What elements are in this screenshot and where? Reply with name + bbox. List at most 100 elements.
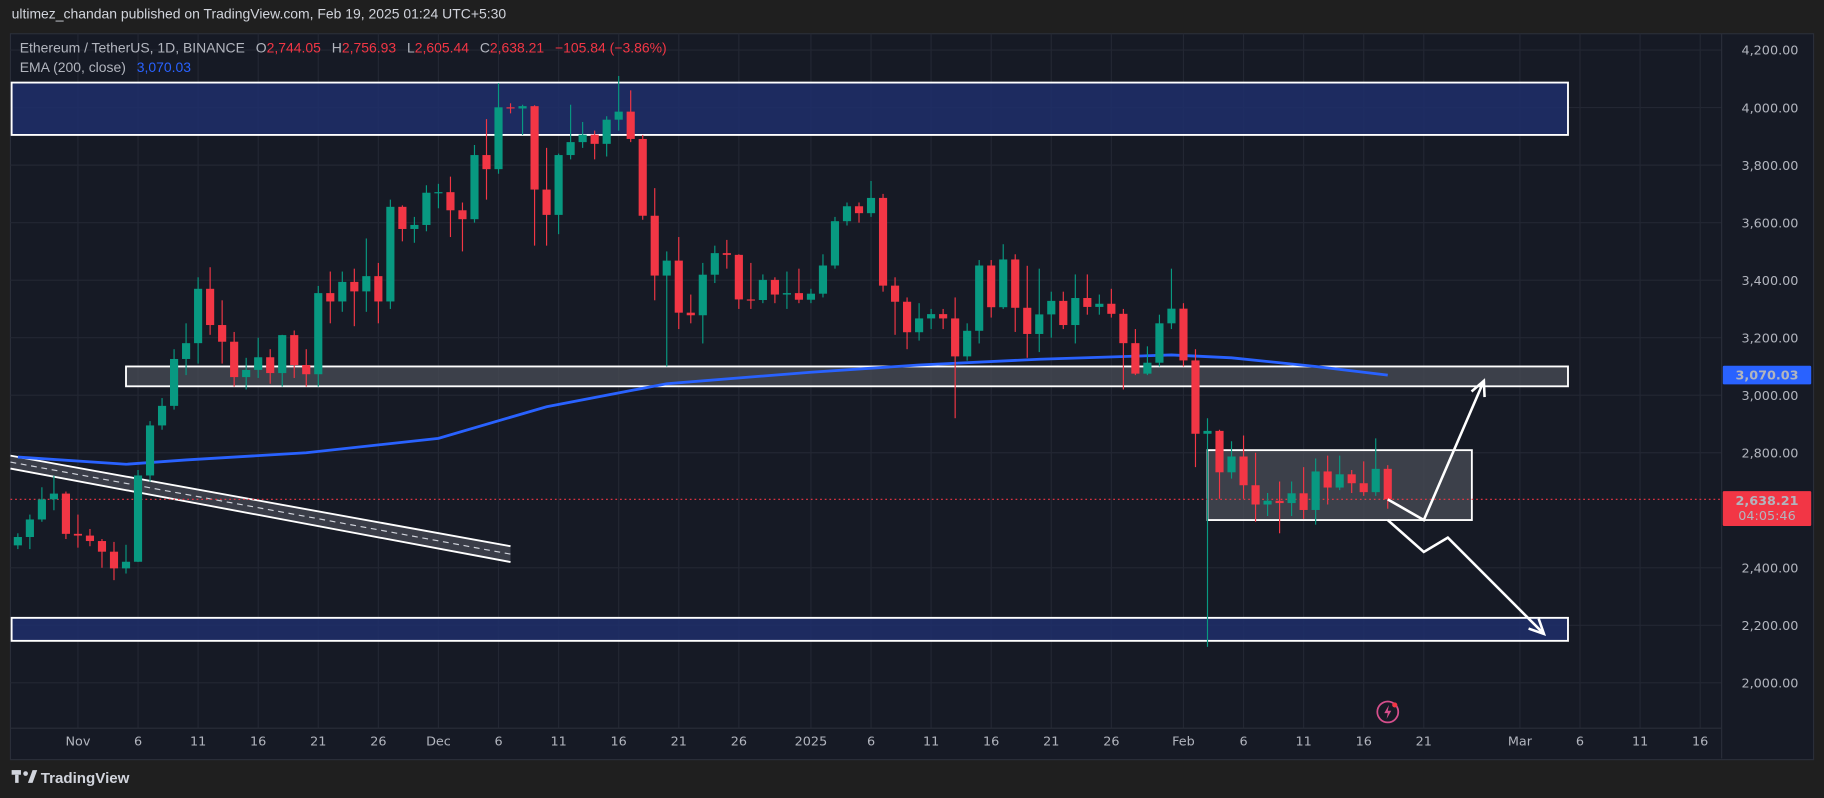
candle-body <box>278 335 287 374</box>
candle-body <box>530 106 539 190</box>
candle-body <box>1059 300 1068 326</box>
candle <box>794 268 804 304</box>
candle <box>590 130 599 160</box>
candle-body <box>1131 343 1140 374</box>
candle <box>1035 268 1044 353</box>
tradingview-logo-icon[interactable] <box>11 770 38 783</box>
candle-body <box>61 493 70 534</box>
price-axis[interactable]: 4,200.00 4,000.00 3,800.00 3,600.00 3,400.00… <box>1741 44 1798 692</box>
candle-body <box>686 312 695 316</box>
candle <box>1203 418 1212 647</box>
candle <box>818 254 828 298</box>
x-tick-label: Nov <box>65 735 90 750</box>
bearish-arrow[interactable] <box>1386 519 1545 635</box>
candle-body <box>230 341 239 378</box>
candle-body <box>794 293 804 300</box>
candle-body <box>218 325 227 342</box>
candle-body <box>1071 298 1080 326</box>
candle-body <box>1227 456 1236 473</box>
candle-body <box>602 119 611 144</box>
candle-body <box>1095 303 1104 307</box>
candle-body <box>698 274 707 316</box>
channel-bottom-line[interactable] <box>10 467 511 563</box>
candle-body <box>1119 313 1128 344</box>
candle-body <box>194 288 203 344</box>
high-value: 2,756.93 <box>342 39 397 55</box>
candle <box>1335 455 1344 491</box>
x-tick-label: Dec <box>426 735 451 750</box>
projection-arrows[interactable] <box>1386 378 1547 637</box>
candle <box>1359 461 1368 496</box>
candle <box>386 199 395 309</box>
last-price-badge: 2,638.21 04:05:46 <box>1722 491 1812 527</box>
last-price-badge-bg <box>1722 491 1812 527</box>
candle-body <box>1251 485 1260 505</box>
bullish-arrow[interactable] <box>1387 380 1486 522</box>
candle <box>422 185 431 232</box>
candle-body <box>37 499 46 520</box>
candle <box>578 121 587 148</box>
candle <box>722 239 731 269</box>
x-tick-label: 16 <box>250 735 266 750</box>
candle <box>169 349 179 410</box>
support-zone-2200[interactable] <box>10 616 1569 642</box>
candle <box>1167 268 1176 330</box>
candle <box>145 421 155 482</box>
footer-logo-text: TradingView <box>41 770 130 787</box>
legend-ohlc-row: Ethereum / TetherUS, 1D, BINANCE O2,744.… <box>20 39 667 55</box>
x-tick-label: 21 <box>310 735 326 750</box>
x-tick-label: 11 <box>190 735 206 750</box>
candle <box>374 262 383 324</box>
lightning-icon[interactable] <box>1376 700 1400 724</box>
x-tick-label: 11 <box>1295 735 1311 750</box>
candle <box>1371 438 1380 496</box>
candle-body <box>1359 483 1368 493</box>
drawing-zones[interactable] <box>10 81 1569 642</box>
x-tick-label: 6 <box>1239 735 1247 750</box>
ema-price-badge: 3,070.03 <box>1722 365 1812 385</box>
support-zone-3070[interactable] <box>125 365 1569 388</box>
candle <box>626 90 635 143</box>
candle-body <box>806 293 816 300</box>
candle <box>73 514 83 548</box>
candle <box>446 176 455 238</box>
candle <box>1275 481 1284 534</box>
candle-body <box>963 330 972 357</box>
candle <box>182 323 191 376</box>
candle <box>97 539 107 568</box>
candle-body <box>302 365 311 375</box>
candle-body <box>1347 474 1356 484</box>
candle-body <box>182 343 191 359</box>
candle <box>506 103 515 114</box>
resistance-zone-4000[interactable] <box>10 81 1569 136</box>
candle-body <box>1287 493 1296 504</box>
candle <box>362 238 371 312</box>
change-value: −105.84 (−3.86%) <box>555 39 667 55</box>
candle-body <box>975 265 984 331</box>
candle <box>674 237 683 330</box>
candle-body <box>398 206 407 229</box>
candle-body <box>818 265 828 294</box>
time-axis[interactable]: Nov 6 11 16 21 26 Dec 6 11 16 21 26 2025 6 11 16 21 26 Feb… <box>65 735 1708 750</box>
candle <box>1227 441 1236 479</box>
candle <box>434 183 443 209</box>
candle <box>975 260 984 344</box>
y-tick-label: 2,000.00 <box>1741 676 1798 691</box>
candle-body <box>890 285 900 302</box>
candle <box>1239 435 1248 499</box>
channel-top-line[interactable] <box>10 454 511 548</box>
y-tick-label: 3,400.00 <box>1741 274 1798 289</box>
candle-body <box>854 206 864 214</box>
low-value: 2,605.44 <box>415 39 470 55</box>
candle <box>939 308 948 330</box>
x-tick-label: 11 <box>923 735 939 750</box>
candle <box>927 308 936 330</box>
x-tick-label: Feb <box>1172 735 1195 750</box>
candle <box>1083 274 1092 315</box>
x-tick-label: 11 <box>1632 735 1648 750</box>
candle <box>206 267 215 335</box>
candle-body <box>1023 307 1032 334</box>
candle <box>482 119 491 200</box>
candle <box>37 487 46 522</box>
